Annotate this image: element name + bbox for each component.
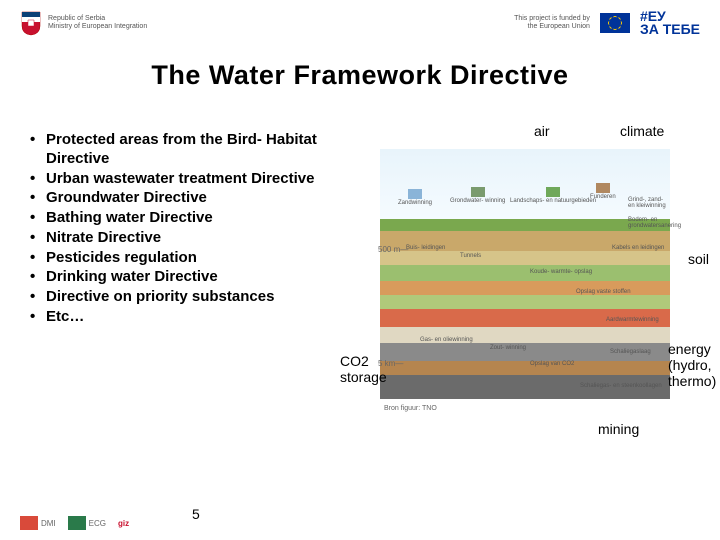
bullet-item: Protected areas from the Bird- Habitat D…: [30, 131, 360, 169]
bullet-list: Protected areas from the Bird- Habitat D…: [30, 131, 360, 431]
logo-giz: giz: [118, 519, 129, 528]
surf-co2: Opslag van CO2: [530, 361, 574, 367]
annot-air: air: [534, 123, 550, 139]
bullet-item: Bathing water Directive: [30, 209, 360, 228]
diagram-strata: [380, 231, 670, 399]
annot-climate: climate: [620, 123, 664, 139]
bullet-item: Pesticides regulation: [30, 249, 360, 268]
diagram-ground: [380, 219, 670, 231]
header-right: This project is funded by the European U…: [514, 10, 700, 37]
stratum: [380, 361, 670, 375]
surf-aardwarmte: Aardwarmtewinning: [606, 317, 659, 323]
annot-mining: mining: [598, 421, 639, 437]
bullet-item: Etc…: [30, 308, 360, 327]
surf-zout: Zout- winning: [490, 345, 526, 351]
footer-logos: DMI ECG giz: [20, 516, 129, 530]
surf-koude: Koude- warmte- opslag: [530, 269, 592, 275]
surf-landschap: Landschaps- en natuurgebieden: [510, 187, 596, 204]
ministry-label: Republic of Serbia Ministry of European …: [48, 15, 147, 32]
surf-opslag: Opslag vaste stoffen: [576, 289, 631, 295]
slide-header: Republic of Serbia Ministry of European …: [0, 0, 720, 42]
eu-funded-label: This project is funded by the European U…: [514, 15, 590, 32]
funded-line1: This project is funded by: [514, 15, 590, 23]
diagram-sky: [380, 149, 670, 219]
ministry-line2: Ministry of European Integration: [48, 23, 147, 31]
bullet-item: Directive on priority substances: [30, 288, 360, 307]
surf-zandwinning: Zandwinning: [398, 189, 432, 206]
annot-soil: soil: [688, 251, 709, 267]
eu-flag-icon: [600, 13, 630, 33]
serbia-crest-icon: [20, 10, 42, 36]
diagram-source: Bron figuur: TNO: [384, 405, 437, 412]
stratum: [380, 265, 670, 281]
stratum: [380, 295, 670, 309]
surf-grind: Grind-, zand- en kleiwinning: [628, 197, 670, 209]
bullet-item: Groundwater Directive: [30, 189, 360, 208]
surf-schalie: Schaliegaslaag: [610, 349, 651, 355]
surf-grondwater: Grondwater- winning: [450, 187, 505, 204]
bullet-item: Nitrate Directive: [30, 229, 360, 248]
bullet-item: Urban wastewater treatment Directive: [30, 170, 360, 189]
logo-dmi: DMI: [20, 516, 56, 530]
hashtag-line2: ЗА ТЕБЕ: [640, 23, 700, 36]
surf-tunnels: Tunnels: [460, 253, 481, 259]
depth-500-label: 500 m—: [378, 245, 408, 254]
eu-hashtag: #ЕУ ЗА ТЕБЕ: [640, 10, 700, 37]
content-area: Protected areas from the Bird- Habitat D…: [0, 131, 720, 431]
header-left: Republic of Serbia Ministry of European …: [20, 10, 147, 36]
surf-bodem: Bodem- en grondwatersanering: [628, 217, 681, 229]
surf-funderen: Funderen: [590, 183, 616, 200]
subsurface-diagram: 500 m— 5 km— Bron figuur: TNO Zandwinnin…: [380, 149, 670, 399]
stratum: [380, 251, 670, 265]
logo-ecg: ECG: [68, 516, 106, 530]
diagram-area: 500 m— 5 km— Bron figuur: TNO Zandwinnin…: [360, 131, 702, 431]
surf-buis: Buis- leidingen: [406, 245, 445, 251]
page-number: 5: [192, 506, 200, 522]
surf-gas: Gas- en oliewinning: [420, 337, 473, 343]
annot-co2: CO2 storage: [340, 353, 387, 385]
slide-title: The Water Framework Directive: [0, 60, 720, 91]
bullet-item: Drinking water Directive: [30, 268, 360, 287]
ministry-line1: Republic of Serbia: [48, 15, 147, 23]
surf-steenkool: Schaliegas- en steenkoollagen: [580, 383, 662, 389]
surf-kabels: Kabels en leidingen: [612, 245, 664, 251]
annot-energy: energy (hydro, thermo): [668, 341, 716, 389]
funded-line2: the European Union: [514, 23, 590, 31]
